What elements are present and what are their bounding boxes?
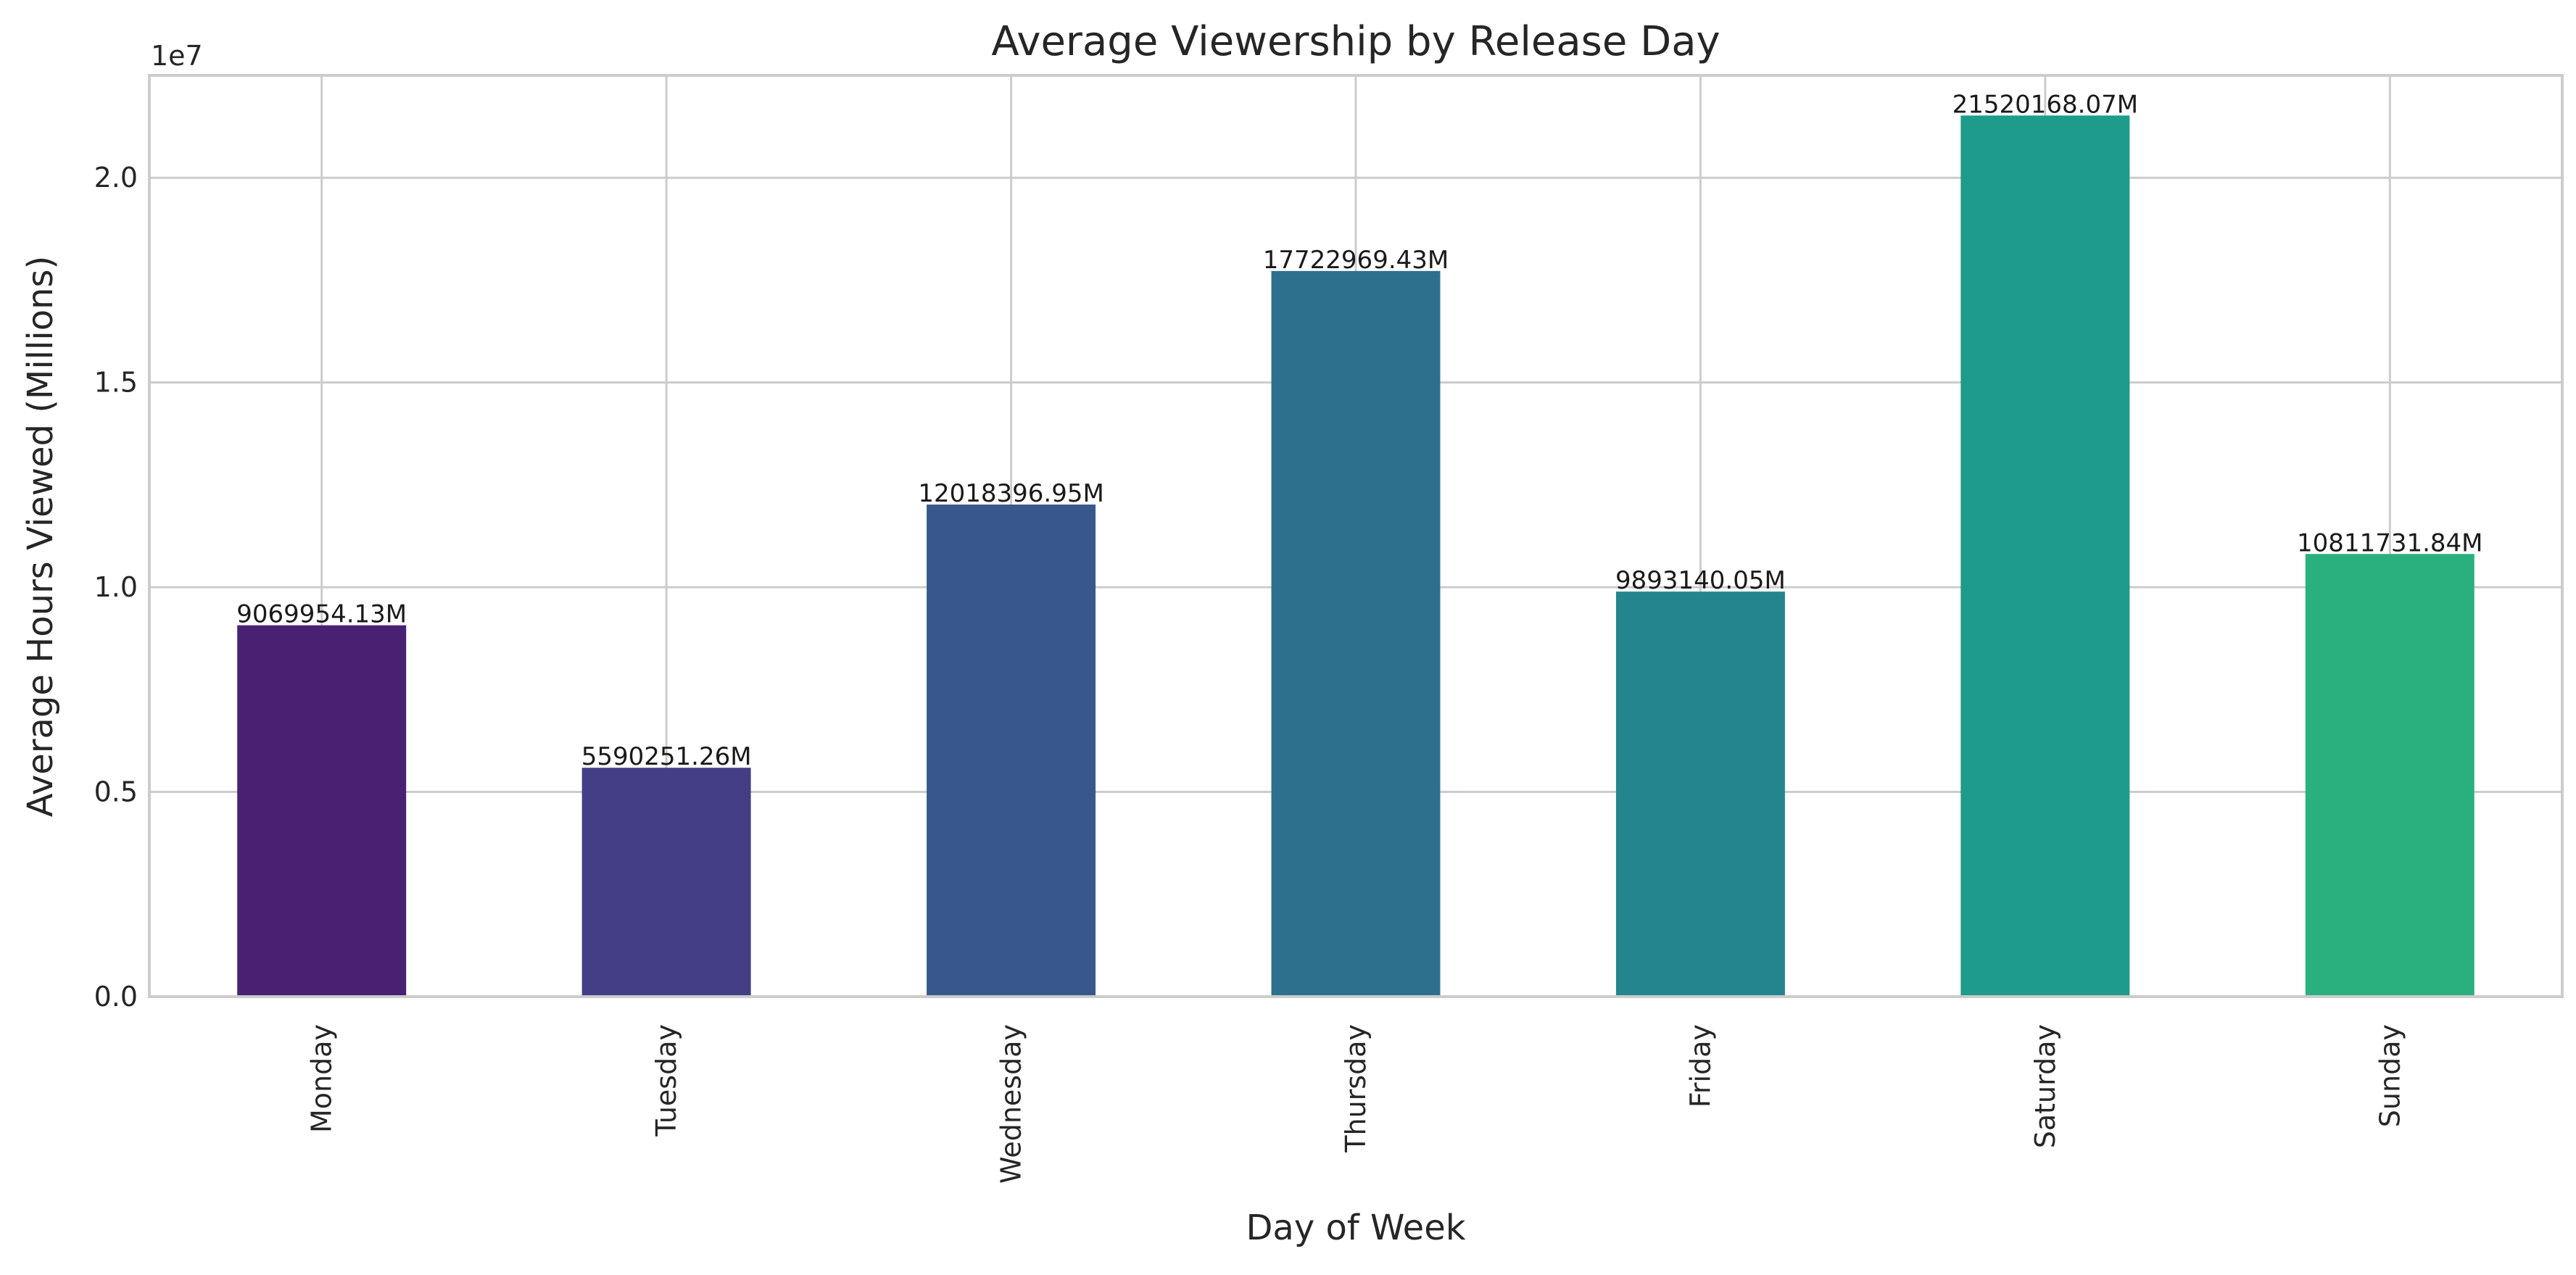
bar-thursday [1271, 270, 1441, 997]
bar-value-label: 9893140.05M [1615, 566, 1786, 595]
bar-sunday [2305, 554, 2474, 997]
y-tick-label: 1.0 [94, 571, 138, 603]
bars [237, 115, 2474, 997]
bar-value-label: 21520168.07M [1952, 90, 2138, 119]
y-tick-label: 2.0 [94, 162, 138, 194]
bar-friday [1615, 591, 1785, 997]
bar-value-label: 5590251.26M [581, 742, 752, 771]
y-axis-ticks: 0.0 0.5 1.0 1.5 2.0 [94, 162, 138, 1013]
x-axis-ticks: Monday Tuesday Wednesday Thursday Friday Satu… [306, 1024, 2406, 1184]
chart-title: Average Viewership by Release Day [991, 18, 1720, 65]
bar-value-label: 9069954.13M [236, 600, 407, 629]
x-tick-label-tuesday: Tuesday [650, 1024, 682, 1137]
bar-value-label: 17722969.43M [1263, 246, 1449, 275]
plot-frame [148, 74, 2564, 998]
bar-value-labels: 9069954.13M 5590251.26M 12018396.95M 177229… [236, 90, 2482, 771]
x-axis-label: Day of Week [1246, 1208, 1465, 1248]
x-tick-label-saturday: Saturday [2029, 1024, 2061, 1148]
bar-value-label: 12018396.95M [918, 479, 1103, 508]
y-axis-offset-label: 1e7 [151, 40, 203, 72]
bar-saturday [1960, 115, 2130, 997]
x-tick-label-monday: Monday [306, 1024, 338, 1133]
x-tick-label-thursday: Thursday [1340, 1024, 1372, 1153]
bar-monday [237, 625, 407, 997]
bar-tuesday [581, 768, 751, 997]
y-axis-label: Average Hours Viewed (Millions) [20, 256, 61, 817]
bar-wednesday [927, 504, 1096, 997]
y-tick-label: 0.0 [94, 981, 138, 1013]
bar-value-label: 10811731.84M [2297, 528, 2482, 557]
x-tick-label-wednesday: Wednesday [995, 1024, 1027, 1184]
y-tick-label: 1.5 [94, 367, 138, 399]
y-tick-label: 0.5 [94, 776, 138, 808]
x-tick-label-sunday: Sunday [2374, 1024, 2406, 1127]
x-tick-label-friday: Friday [1684, 1024, 1716, 1108]
